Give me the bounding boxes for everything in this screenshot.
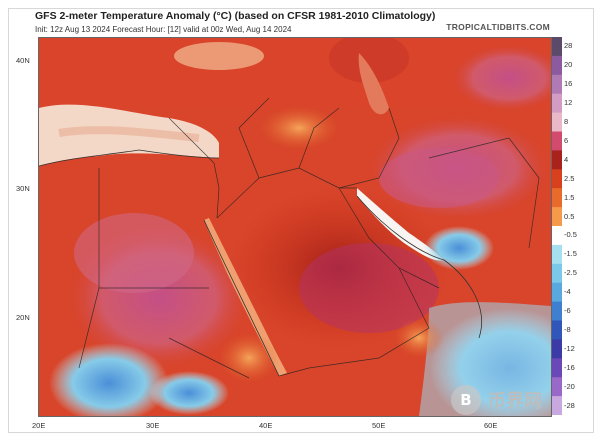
colorbar-segment	[552, 74, 562, 95]
colorbar-segment	[552, 150, 562, 170]
anomaly-central-asia	[449, 43, 551, 113]
colorbar-tick-label: 8	[564, 117, 569, 127]
lon-label-40e: 40E	[259, 421, 273, 430]
colorbar-tick-label: 12	[564, 98, 573, 108]
brand-label: TROPICALTIDBITS.COM	[446, 22, 550, 32]
colorbar-tick-label: -28	[564, 400, 575, 410]
map-subtitle: Init: 12z Aug 13 2024 Forecast Hour: [12…	[35, 25, 292, 34]
colorbar-segment	[552, 282, 562, 303]
colorbar-tick-label: -4	[564, 287, 571, 297]
colorbar-segment	[552, 396, 562, 415]
colorbar-segment	[552, 244, 562, 265]
colorbar-segment	[552, 320, 562, 340]
colorbar-segment	[552, 93, 562, 114]
anomaly-ethiopia	[49, 343, 169, 416]
colorbar-tick-label: 6	[564, 135, 569, 145]
colorbar-segment	[552, 188, 562, 208]
colorbar-tick-label: -1.5	[564, 249, 577, 259]
colorbar-tick-label: -0.5	[564, 230, 577, 240]
coin-icon	[451, 385, 481, 415]
persian-gulf	[357, 188, 444, 261]
watermark: B 币界网	[448, 380, 568, 420]
lon-label-20e: 20E	[32, 421, 46, 430]
coastlines	[39, 149, 482, 377]
colorbar-tick-label: 0.5	[564, 211, 575, 221]
caspian-sea	[358, 53, 389, 115]
colorbar	[552, 37, 562, 415]
watermark-text: 币界网	[488, 391, 542, 412]
colorbar-segment	[552, 37, 562, 57]
black-sea	[174, 42, 264, 70]
colorbar-tick-label: 2.5	[564, 173, 575, 183]
colorbar-segment	[552, 263, 562, 284]
anomaly-gulf-of-oman	[424, 226, 494, 270]
colorbar-segment	[552, 377, 562, 397]
colorbar-tick-label: -2.5	[564, 268, 577, 278]
colorbar-tick-label: 20	[564, 60, 573, 70]
lat-label-40n: 40N	[16, 56, 30, 65]
colorbar-tick-label: -20	[564, 381, 575, 391]
lat-label-20n: 20N	[16, 313, 30, 322]
map-title: GFS 2-meter Temperature Anomaly (°C) (ba…	[35, 10, 436, 22]
colorbar-segment	[552, 358, 562, 378]
red-sea	[204, 218, 287, 376]
lat-label-30n: 30N	[16, 184, 30, 193]
colorbar-segment	[552, 112, 562, 132]
lon-label-30e: 30E	[146, 421, 160, 430]
lon-label-60e: 60E	[484, 421, 498, 430]
colorbar-tick-label: -8	[564, 324, 571, 334]
lon-label-50e: 50E	[372, 421, 386, 430]
colorbar-segment	[552, 131, 562, 151]
colorbar-segment	[552, 169, 562, 189]
colorbar-tick-label: 4	[564, 154, 569, 164]
colorbar-tick-label: 1.5	[564, 192, 575, 202]
colorbar-tick-label: 28	[564, 41, 573, 51]
svg-text:B: B	[460, 391, 471, 409]
colorbar-tick-label: -12	[564, 343, 575, 353]
colorbar-segment	[552, 207, 562, 227]
temperature-anomaly-map	[38, 37, 552, 417]
colorbar-tick-label: -16	[564, 362, 575, 372]
colorbar-segment	[552, 55, 562, 76]
colorbar-segment	[552, 339, 562, 359]
colorbar-segment	[552, 301, 562, 321]
colorbar-segment	[552, 226, 562, 246]
mediterranean-sea	[39, 104, 219, 166]
colorbar-tick-label: -6	[564, 306, 571, 316]
colorbar-tick-label: 16	[564, 79, 573, 89]
